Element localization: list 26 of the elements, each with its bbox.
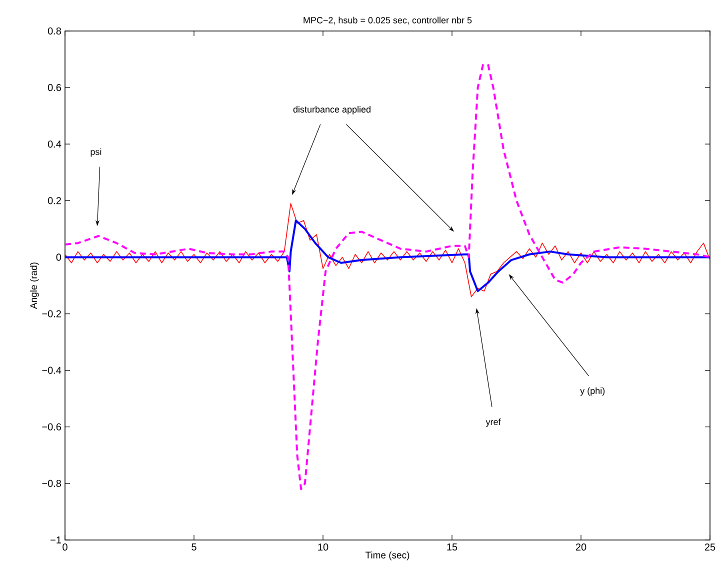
- y-tick-label: 0.8: [48, 27, 62, 35]
- x-tick-label: 20: [576, 544, 586, 551]
- y-tick-label: −0.6: [42, 423, 62, 430]
- x-tick-label: 10: [318, 544, 328, 551]
- y-tick-label: 0.6: [48, 84, 62, 92]
- annotation: disturbance applied: [293, 106, 370, 114]
- line-series: [65, 219, 710, 292]
- y-axis-title: Angle (rad): [30, 262, 39, 309]
- y-tick-label: −0.8: [42, 480, 62, 487]
- line-series: [65, 64, 710, 490]
- x-tick-label: 25: [704, 544, 716, 551]
- chart-title: MPC−2, hsub = 0.025 sec, controller nbr 5: [304, 16, 472, 24]
- y-tick-label: −1: [50, 536, 61, 544]
- x-axis-title: Time (sec): [365, 551, 410, 560]
- x-tick-label: 0: [62, 544, 68, 551]
- y-tick-label: 0: [56, 254, 62, 261]
- x-tick-label: 5: [192, 544, 196, 550]
- annotation: yref: [486, 418, 501, 427]
- annotation: psi: [90, 148, 102, 157]
- y-tick-label: 0.2: [48, 197, 61, 204]
- annotation: y (phi): [580, 387, 605, 396]
- line-series: [65, 203, 710, 298]
- y-tick-label: −0.4: [42, 366, 62, 374]
- y-tick-label: 0.4: [48, 140, 62, 148]
- y-tick-label: −0.2: [42, 310, 61, 318]
- x-tick-label: 15: [447, 544, 458, 550]
